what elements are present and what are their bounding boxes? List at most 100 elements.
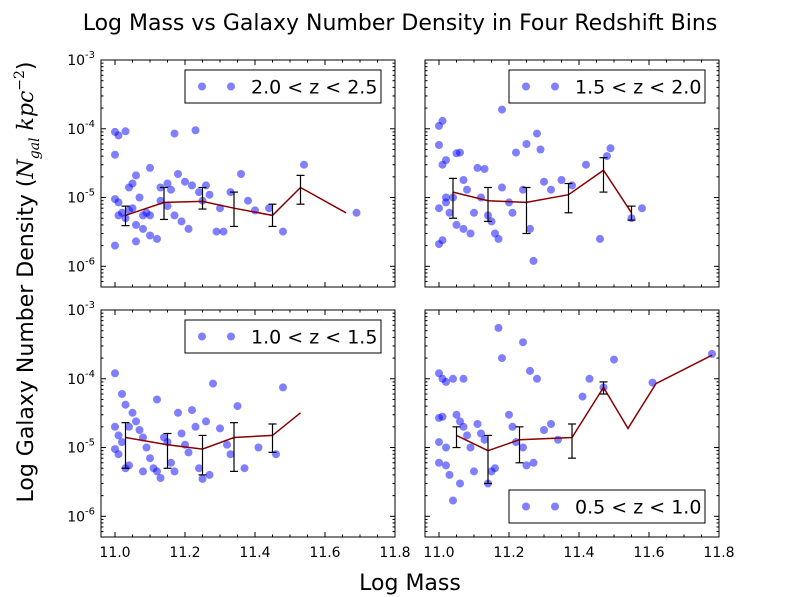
data-point [529,458,538,467]
data-point [142,443,151,452]
x-tick-label: 11.8 [703,545,734,561]
data-point [170,211,179,220]
data-point [146,211,154,220]
data-point [533,374,541,383]
data-point [438,236,447,245]
y-tick-label: 10-4 [67,119,95,138]
data-point [205,470,214,479]
data-point [114,198,123,207]
legend-frame [508,69,706,104]
data-point [438,412,447,421]
data-point [547,185,555,194]
data-point [498,183,506,192]
data-point [184,448,193,457]
legend-label: 1.5 < z < 2.0 [575,77,701,99]
data-point [547,420,555,428]
x-tick-label: 11.4 [563,545,594,561]
data-point [237,170,245,178]
data-point [153,467,161,476]
data-point [219,227,228,236]
data-point [435,438,443,447]
legend: 2.0 < z < 2.5 [184,69,382,104]
data-point [533,129,541,138]
data-point [177,217,186,226]
figure-title: Log Mass vs Galaxy Number Density in Fou… [83,11,718,36]
data-point [508,208,517,217]
data-point [470,467,478,476]
data-point [438,116,447,125]
data-point [352,208,361,217]
data-point [480,165,489,173]
data-point [452,410,461,419]
x-tick-label: 11.2 [493,545,524,561]
data-point [466,229,475,238]
data-point [279,383,287,392]
data-point [114,431,123,440]
data-point [111,241,119,250]
data-point [470,208,478,217]
legend-marker [198,82,206,91]
y-axis-label: Log Galaxy Number Density (Ngal kpc−2) [12,61,43,502]
data-point [125,461,133,470]
data-point [442,461,450,470]
x-tick-label: 11.2 [169,545,200,561]
axes-frame [100,59,396,288]
data-point [463,185,471,194]
legend-label: 2.0 < z < 2.5 [251,77,377,99]
data-point [188,406,196,415]
panel-top-right: 1.5 < z < 2.0 [424,59,720,288]
data-point [174,170,182,178]
data-point [240,464,249,473]
data-point [578,392,587,401]
data-point [265,204,273,213]
data-point [435,204,443,213]
y-tick-label: 10-5 [67,438,95,457]
x-tick-label: 11.6 [633,545,664,561]
data-point [494,323,503,332]
data-point [132,237,140,246]
data-point [494,234,503,243]
data-point [526,366,534,375]
y-tick-label: 10-3 [67,300,95,319]
data-point [195,188,203,197]
x-tick-label: 11.6 [309,545,340,561]
data-point [128,408,137,417]
data-point [156,474,165,482]
data-point [170,467,179,476]
data-point [135,193,144,202]
data-point [603,152,611,161]
data-point [606,144,615,153]
data-point [554,435,562,444]
data-point [582,160,590,169]
data-point [522,461,531,470]
data-point [198,474,207,483]
x-tick-label: 11.0 [99,545,130,561]
data-point [498,354,506,363]
data-point [442,156,450,165]
legend-marker [198,332,206,341]
x-tick-label: 11.4 [239,545,270,561]
data-point [202,181,210,190]
data-point [449,374,457,383]
data-point [191,126,200,135]
data-point [121,400,130,409]
legend: 0.5 < z < 1.0 [508,489,706,524]
legend-marker [227,82,235,91]
data-point [300,160,308,169]
data-point [272,450,280,459]
data-point [540,426,548,434]
y-tick-label: 10-6 [67,506,95,525]
panels: 10-6 10-5 10-4 10-3 2.0 < z < 2.5 1.5 < z < 2… [67,50,734,561]
x-axis-label: Log Mass [359,571,461,596]
x-tick-label: 11.0 [423,545,454,561]
data-point [181,177,189,186]
data-point [540,177,548,186]
data-point [466,443,475,452]
data-point [226,450,235,459]
data-point [459,374,468,383]
trend-line [452,169,633,214]
data-point [191,422,200,431]
data-point [132,171,140,180]
data-point [456,479,464,488]
